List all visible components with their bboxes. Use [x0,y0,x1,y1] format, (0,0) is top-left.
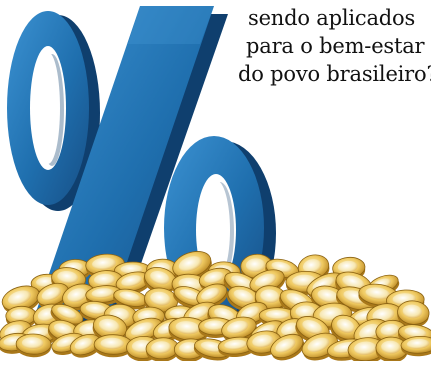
coin [397,300,430,328]
coin [330,314,361,343]
coin-pile-icon [0,251,431,364]
coin [1,285,41,314]
coin [143,266,177,294]
caption-text: sendo aplicados para o bem-estar do povo… [238,4,431,88]
coin [15,333,52,358]
caption-line-2: para o bem-estar [246,34,425,58]
coin [375,336,409,363]
coin [270,333,305,361]
coin [69,333,102,358]
coin [115,271,151,295]
coin [172,251,212,281]
coin [36,282,70,309]
caption-line-1: sendo aplicados [248,6,416,30]
caption-line-3: do povo brasileiro? [238,62,431,86]
coin [400,335,431,357]
coin [221,316,257,342]
coin [145,337,179,362]
